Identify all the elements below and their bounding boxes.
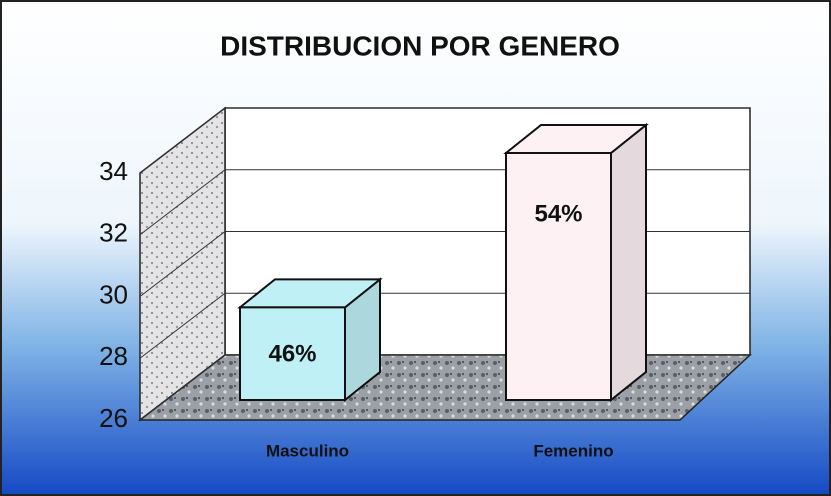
chart-title: DISTRIBUCION POR GENERO [220,30,620,61]
grid-line [139,354,226,421]
bar [505,152,612,401]
grid-line [139,231,226,297]
x-tick-label: Femenino [533,441,613,460]
y-tick-label: 34 [99,156,128,186]
x-tick-label: Masculino [266,441,349,460]
value-label: 46% [268,341,316,368]
bar-side [610,122,647,403]
floor [137,354,752,421]
y-tick-label: 32 [99,218,128,248]
y-tick-label: 26 [99,403,128,433]
grid-line [139,292,226,359]
grid-line [139,169,226,236]
grid-line [139,107,226,174]
value-label: 54% [534,200,582,227]
y-tick-label: 28 [99,341,128,371]
y-tick-label: 30 [99,279,128,309]
bar [239,306,346,401]
